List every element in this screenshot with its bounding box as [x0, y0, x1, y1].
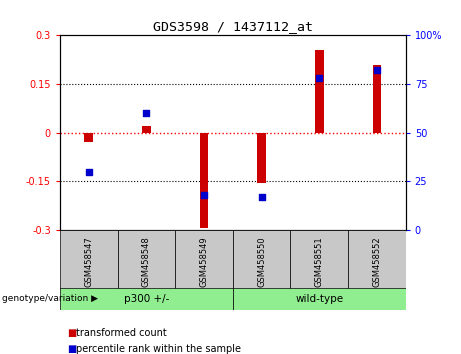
Text: ■: ■ [67, 328, 76, 338]
Text: genotype/variation ▶: genotype/variation ▶ [2, 294, 98, 303]
Point [373, 68, 381, 73]
Bar [142, 126, 151, 133]
Bar [233, 288, 406, 310]
Text: percentile rank within the sample: percentile rank within the sample [76, 344, 241, 354]
Text: GSM458548: GSM458548 [142, 236, 151, 287]
Point [142, 110, 150, 116]
Point [85, 169, 92, 175]
Text: GSM458551: GSM458551 [315, 236, 324, 287]
Text: ■: ■ [67, 344, 76, 354]
Point [258, 194, 266, 200]
Bar [175, 230, 233, 289]
Bar [60, 230, 118, 289]
Bar [315, 50, 324, 133]
Bar [348, 230, 406, 289]
Bar [372, 64, 381, 133]
Text: wild-type: wild-type [295, 294, 343, 304]
Point [200, 192, 207, 198]
Bar [118, 230, 175, 289]
Text: transformed count: transformed count [76, 328, 167, 338]
Text: GSM458549: GSM458549 [200, 236, 208, 287]
Bar [233, 230, 290, 289]
Bar [84, 133, 93, 143]
Title: GDS3598 / 1437112_at: GDS3598 / 1437112_at [153, 20, 313, 33]
Bar [200, 133, 208, 228]
Bar [257, 133, 266, 183]
Text: GSM458547: GSM458547 [84, 236, 93, 287]
Point [315, 75, 323, 81]
Bar [60, 288, 233, 310]
Text: p300 +/-: p300 +/- [124, 294, 169, 304]
Bar [290, 230, 348, 289]
Text: GSM458552: GSM458552 [372, 236, 381, 287]
Text: GSM458550: GSM458550 [257, 236, 266, 287]
